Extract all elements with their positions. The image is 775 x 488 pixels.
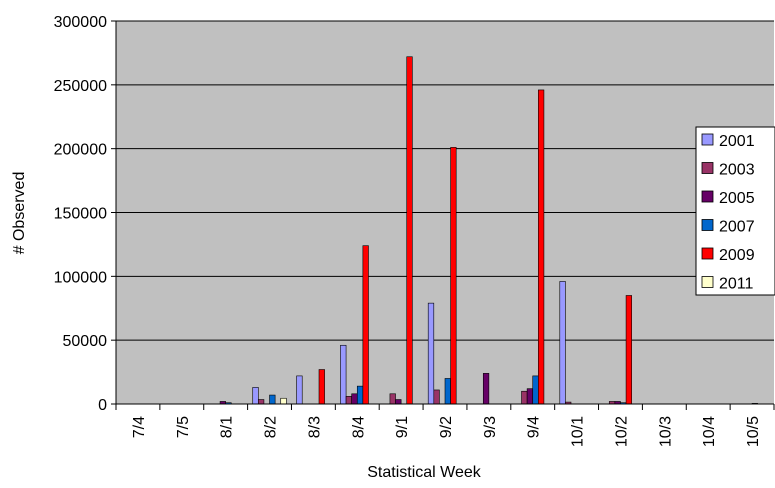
legend — [695, 126, 775, 296]
y-tick-label: 250000 — [54, 78, 107, 95]
legend-label-2011: 2011 — [719, 276, 754, 293]
bar-2009-8/4 — [362, 245, 369, 405]
bar-2003-9/4 — [521, 390, 528, 405]
legend-swatch-2001 — [701, 133, 714, 146]
x-tick-label: 9/2 — [438, 416, 455, 438]
bar-2001-10/1 — [559, 281, 566, 405]
x-tick-label: 10/3 — [657, 416, 674, 447]
legend-label-2009: 2009 — [719, 247, 755, 264]
y-tick-label: 300000 — [54, 14, 107, 31]
bar-2003-8/4 — [345, 396, 352, 405]
legend-label-2005: 2005 — [719, 190, 755, 207]
legend-swatch-2003 — [701, 162, 714, 174]
x-tick-label: 10/2 — [613, 416, 630, 447]
x-tick-label: 10/1 — [570, 416, 587, 447]
y-tick-label: 100000 — [54, 269, 107, 286]
y-tick-label: 150000 — [54, 206, 107, 223]
bar-2005-8/4 — [351, 393, 358, 405]
bar-2003-9/1 — [389, 393, 396, 405]
bar-2001-8/4 — [340, 344, 347, 405]
x-tick-label: 8/2 — [263, 416, 280, 438]
bar-2009-10/2 — [625, 295, 632, 405]
bar-2007-9/4 — [532, 375, 539, 405]
bar-2009-9/4 — [538, 89, 545, 405]
x-tick-label: 10/4 — [701, 416, 718, 447]
bar-2001-9/2 — [427, 302, 435, 405]
bar-2011-8/2 — [280, 397, 287, 405]
y-tick-label: 0 — [98, 397, 107, 414]
x-tick-label: 10/5 — [745, 416, 762, 447]
y-tick-label: 50000 — [63, 333, 108, 350]
legend-swatch-2009 — [701, 247, 714, 260]
legend-label-2003: 2003 — [719, 162, 755, 179]
legend-swatch-2011 — [701, 276, 714, 288]
x-tick-label: 8/4 — [350, 416, 367, 438]
legend-label-2001: 2001 — [719, 133, 755, 150]
x-tick-label: 9/3 — [482, 416, 499, 438]
x-tick-label: 7/5 — [175, 416, 192, 438]
legend-swatch-2007 — [701, 219, 714, 231]
x-tick-label: 9/4 — [526, 416, 543, 438]
legend-label-2007: 2007 — [719, 219, 755, 236]
bar-2009-9/2 — [450, 147, 457, 405]
x-tick-label: 8/1 — [219, 416, 236, 438]
bar-2003-9/2 — [433, 389, 440, 405]
x-tick-label: 7/4 — [131, 416, 148, 438]
x-tick-label: 8/3 — [306, 416, 323, 438]
bar-2007-8/2 — [269, 394, 276, 405]
bar-2005-9/4 — [526, 388, 534, 405]
bar-2005-9/1 — [395, 399, 402, 405]
legend-swatch-2005 — [701, 190, 714, 203]
bar-2001-8/3 — [296, 375, 303, 405]
y-axis-title: # Observed — [11, 172, 28, 255]
x-axis-title: Statistical Week — [367, 464, 482, 481]
bar-2007-8/4 — [356, 385, 364, 405]
x-tick-label: 9/1 — [394, 416, 411, 438]
bar-2003-8/2 — [258, 399, 265, 405]
bar-2007-9/2 — [444, 378, 451, 405]
bar-2005-9/3 — [482, 373, 490, 405]
bar-2009-8/3 — [318, 369, 325, 405]
y-tick-label: 200000 — [54, 142, 107, 159]
bar-2001-8/2 — [252, 387, 259, 405]
bar-2009-9/1 — [406, 56, 413, 405]
